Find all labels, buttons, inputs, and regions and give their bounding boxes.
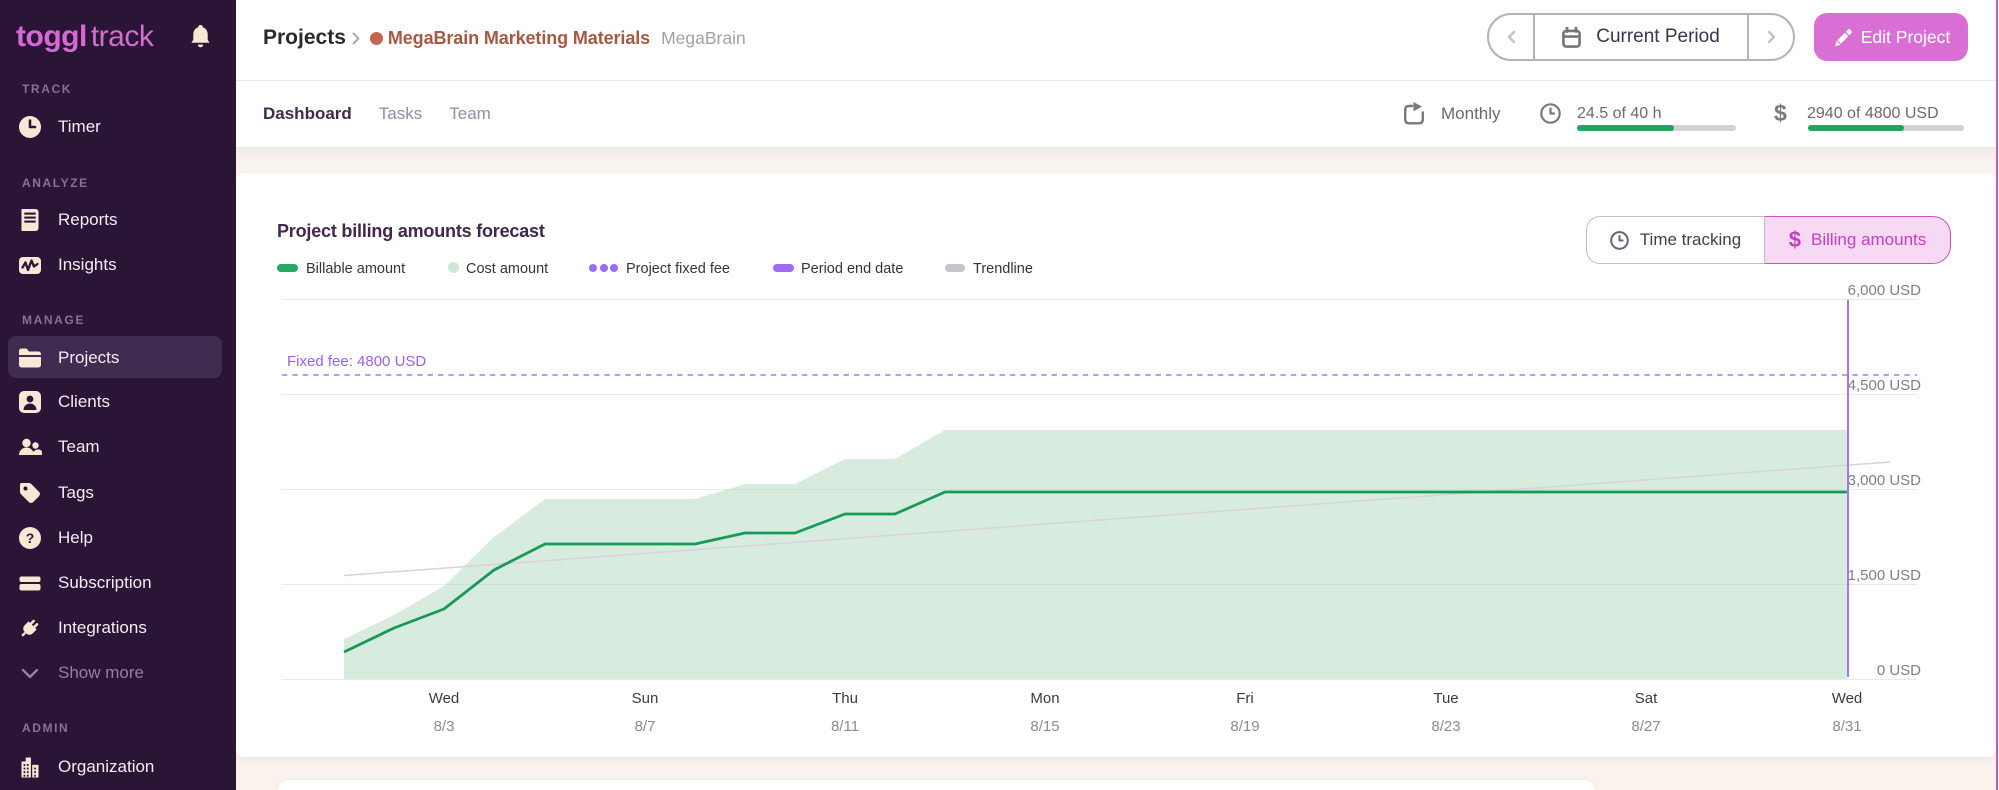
svg-text:Sat: Sat [1635,690,1658,707]
svg-text:8/11: 8/11 [831,718,859,735]
svg-text:Tue: Tue [1433,690,1458,707]
svg-text:Wed: Wed [1832,690,1863,707]
svg-text:Fri: Fri [1236,690,1254,707]
svg-text:1,500 USD: 1,500 USD [1848,567,1922,584]
svg-text:8/27: 8/27 [1631,718,1660,735]
svg-text:Sun: Sun [632,690,659,707]
svg-text:8/23: 8/23 [1431,718,1460,735]
svg-text:8/19: 8/19 [1230,718,1259,735]
svg-text:6,000 USD: 6,000 USD [1848,282,1922,299]
svg-text:0 USD: 0 USD [1877,662,1921,679]
svg-text:3,000 USD: 3,000 USD [1848,472,1922,489]
svg-text:Mon: Mon [1030,690,1059,707]
svg-text:4,500 USD: 4,500 USD [1848,377,1922,394]
svg-text:Thu: Thu [832,690,858,707]
svg-text:8/3: 8/3 [434,718,455,735]
svg-text:8/31: 8/31 [1832,718,1861,735]
svg-text:8/15: 8/15 [1030,718,1059,735]
svg-text:Fixed fee: 4800 USD: Fixed fee: 4800 USD [287,353,426,370]
svg-text:?: ? [26,530,35,546]
svg-text:Wed: Wed [429,690,460,707]
svg-text:8/7: 8/7 [635,718,656,735]
